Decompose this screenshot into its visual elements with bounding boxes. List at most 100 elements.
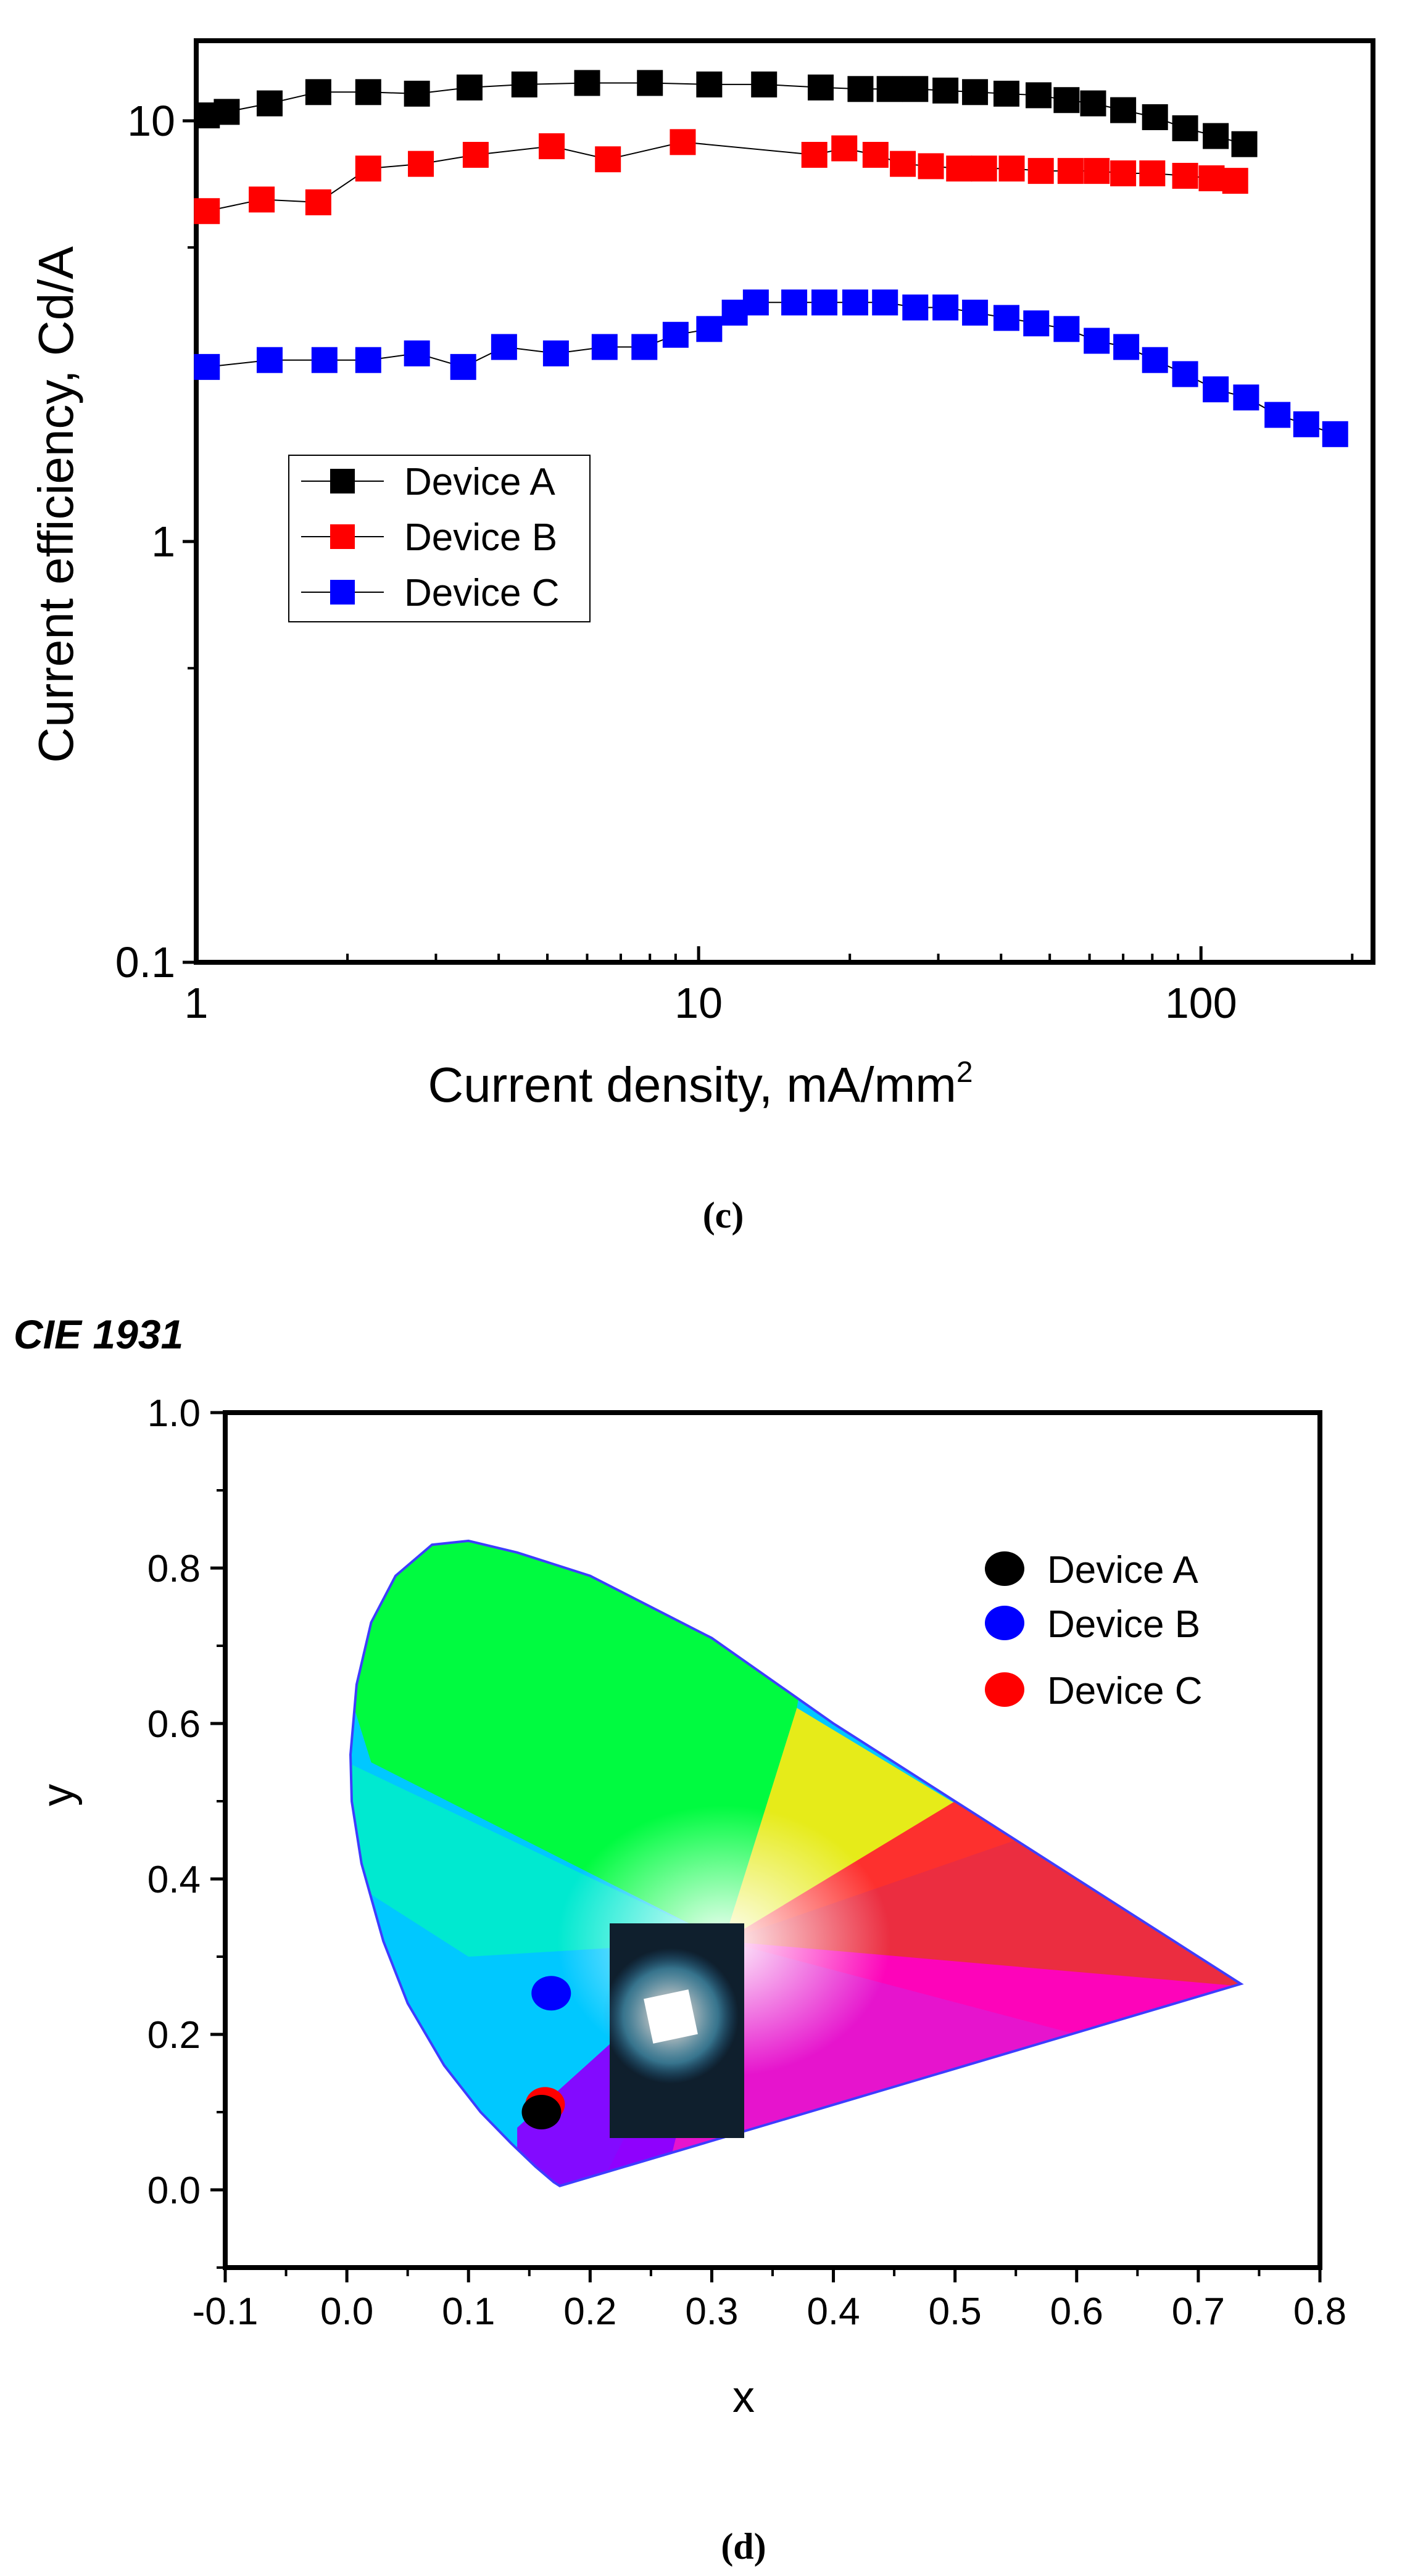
- point-device-c: [491, 334, 517, 360]
- point-device-c: [781, 289, 808, 316]
- legend-item-device-c: Device C: [301, 572, 560, 614]
- x-tick-label: 0.7: [1172, 2290, 1225, 2333]
- point-device-a: [902, 76, 929, 102]
- x-tick-label: 0.8: [1293, 2290, 1346, 2333]
- point-device-a: [1172, 115, 1198, 141]
- point-device-c: [1293, 411, 1319, 437]
- x-tick-label: 0.0: [320, 2290, 373, 2333]
- spectral-locus-outline: [349, 1539, 1244, 2187]
- point-device-c: [355, 347, 381, 373]
- legend-label-device-c: Device C: [1047, 1670, 1203, 1712]
- legend-label-device-a: Device A: [1047, 1549, 1198, 1591]
- point-device-a: [993, 80, 1019, 107]
- point-device-a: [1026, 82, 1052, 109]
- x-tick-label: 0.4: [807, 2290, 860, 2333]
- y-tick-label: 1.0: [147, 1392, 201, 1435]
- panel-d-axis-ticks: -0.1 0.0 0.1 0.2 0.3 0.4 0.5 0.6 0.7 0.8 0.0 0.2 0.4…: [147, 1392, 1346, 2333]
- point-device-b: [801, 142, 828, 168]
- point-device-b: [1084, 158, 1110, 184]
- legend-item-device-a: Device A: [985, 1549, 1198, 1591]
- legend-label-device-c: Device C: [404, 572, 560, 614]
- y-tick-label: 0.8: [147, 1548, 201, 1590]
- point-device-a: [511, 71, 537, 97]
- point-device-c: [591, 334, 618, 360]
- legend-label-device-a: Device A: [404, 461, 555, 503]
- point-device-b: [1172, 163, 1198, 189]
- legend-item-device-a: Device A: [301, 461, 555, 503]
- point-device-a: [847, 76, 874, 102]
- x-tick-label: 10: [674, 979, 723, 1027]
- point-device-a: [962, 79, 989, 105]
- point-device-c: [1172, 361, 1198, 387]
- point-device-c: [1233, 384, 1259, 411]
- point-device-a: [751, 71, 778, 97]
- legend-marker-device-b: [985, 1606, 1024, 1640]
- x-tick-label: 0.1: [442, 2290, 495, 2333]
- point-device-b: [918, 153, 944, 180]
- y-tick-label: 0.0: [147, 2169, 201, 2212]
- point-device-c: [404, 340, 430, 366]
- point-device-c: [631, 334, 658, 360]
- point-device-a: [1110, 97, 1137, 123]
- device-photo-inset: [603, 1923, 744, 2138]
- point-device-c: [811, 289, 837, 316]
- legend-marker-device-b: [330, 524, 355, 549]
- point-device-a: [404, 80, 430, 107]
- x-tick-label: 0.5: [929, 2290, 982, 2333]
- point-device-c: [1142, 347, 1168, 373]
- point-device-a: [1142, 104, 1168, 130]
- point-device-b: [531, 1976, 571, 2011]
- legend-item-device-b: Device B: [985, 1603, 1200, 1646]
- point-device-b: [462, 142, 489, 168]
- point-device-b: [305, 189, 331, 216]
- point-device-c: [311, 347, 338, 373]
- point-device-c: [1203, 376, 1229, 403]
- point-device-b: [249, 186, 275, 213]
- point-device-b: [194, 198, 220, 225]
- point-device-c: [842, 289, 868, 316]
- panel-c-xlabel: Current density, mA/mm2: [428, 1056, 973, 1112]
- point-device-c: [1053, 316, 1080, 342]
- point-device-a: [1203, 123, 1229, 149]
- point-device-c: [450, 353, 476, 380]
- x-tick-label: 0.6: [1050, 2290, 1103, 2333]
- cie-gamut-area: [349, 1539, 1244, 2187]
- panel-c-legend: Device A Device B Device C: [288, 455, 591, 622]
- x-tick-label: 1: [185, 979, 209, 1027]
- point-device-a: [456, 74, 483, 101]
- point-device-a: [1080, 90, 1106, 117]
- panel-c-ylabel: Current efficiency, Cd/A: [28, 246, 83, 763]
- point-device-c: [1264, 402, 1291, 428]
- legend-marker-device-a: [330, 469, 355, 493]
- y-tick-label: 0.6: [147, 1703, 201, 1746]
- point-device-a: [521, 2095, 562, 2129]
- legend-item-device-b: Device B: [301, 516, 557, 559]
- point-device-b: [408, 151, 434, 177]
- panel-c-series-lines: [207, 82, 1336, 435]
- legend-label-device-b: Device B: [404, 516, 557, 559]
- legend-marker-device-c: [330, 580, 355, 605]
- point-device-b: [539, 133, 565, 160]
- point-device-b: [1222, 168, 1248, 194]
- y-tick-label: 10: [127, 97, 175, 145]
- point-device-a: [932, 77, 959, 104]
- legend-marker-device-a: [985, 1551, 1024, 1586]
- point-device-c: [1023, 310, 1050, 337]
- point-device-c: [742, 289, 769, 316]
- point-device-a: [574, 70, 600, 96]
- point-device-c: [1084, 328, 1110, 354]
- point-device-a: [1053, 87, 1080, 114]
- point-device-c: [902, 294, 929, 321]
- point-device-c: [1113, 334, 1140, 360]
- point-device-a: [637, 70, 663, 96]
- point-device-c: [194, 353, 220, 380]
- point-device-b: [946, 155, 973, 182]
- y-tick-label: 0.2: [147, 2014, 201, 2057]
- point-device-c: [1322, 421, 1348, 447]
- point-device-b: [862, 142, 889, 168]
- point-device-a: [696, 71, 723, 97]
- x-tick-label: 100: [1165, 979, 1237, 1027]
